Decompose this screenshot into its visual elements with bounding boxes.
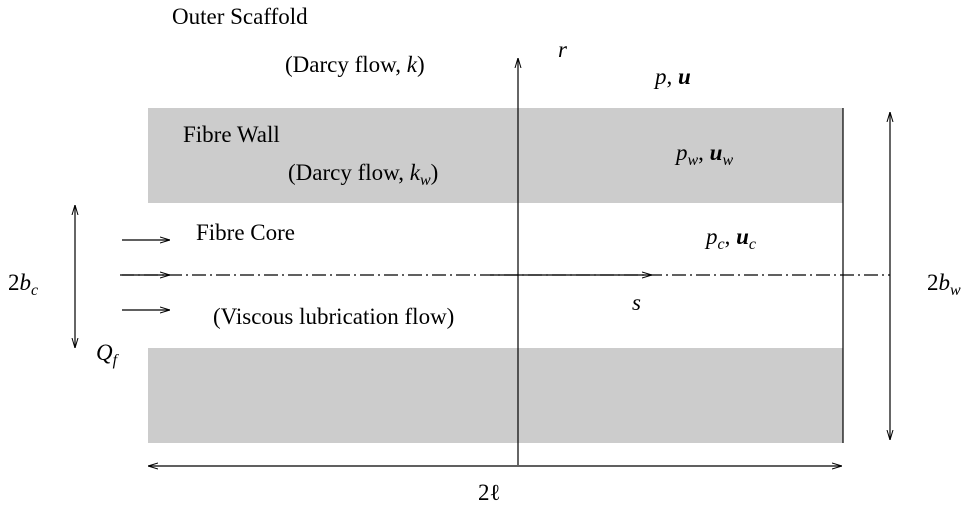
label: Outer Scaffold: [172, 4, 308, 29]
label: r: [558, 37, 568, 62]
fibre-wall-bottom: [148, 348, 843, 443]
label: 2bc: [8, 270, 38, 299]
label: (Darcy flow, kw): [288, 160, 438, 189]
label: Fibre Core: [196, 220, 295, 245]
label: 2bw: [927, 270, 961, 299]
label: 2ℓ: [478, 480, 501, 505]
label: s: [632, 290, 641, 315]
label: pc, uc: [704, 224, 756, 253]
label: Fibre Wall: [183, 122, 280, 147]
fibre-wall-top: [148, 108, 843, 203]
label: p, u: [653, 64, 691, 89]
label: pw, uw: [674, 140, 733, 169]
label: Qf: [96, 340, 120, 369]
label: (Viscous lubrication flow): [213, 304, 454, 329]
label: (Darcy flow, k): [285, 52, 425, 77]
